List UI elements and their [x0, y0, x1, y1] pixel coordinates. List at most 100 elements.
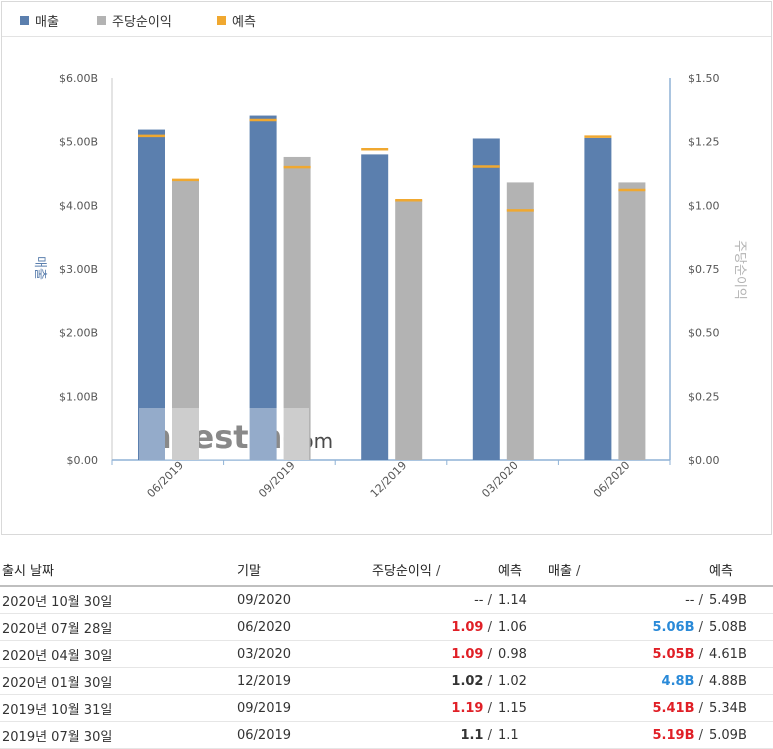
period-cell: 06/2020 [237, 613, 372, 641]
y-right-tick-label: $0.25 [688, 390, 720, 403]
eps-cell: 1.19 / [372, 694, 492, 722]
header-period-end[interactable]: 기말 [237, 553, 372, 587]
eps-sep: / [483, 592, 492, 608]
release-date-cell: 2020년 01월 30일 [0, 667, 237, 695]
x-tick-label: 12/2019 [368, 459, 410, 501]
eps-cell: 1.09 / [372, 640, 492, 668]
revenue-sep: / [694, 619, 703, 635]
release-date-cell: 2020년 07월 28일 [0, 613, 237, 641]
y-left-tick-label: $5.00B [59, 136, 98, 149]
legend-label-revenue: 매출 [35, 15, 59, 30]
header-eps[interactable]: 주당순이익 / [372, 553, 492, 587]
header-revenue-label: 매출 [548, 563, 572, 579]
eps-bar[interactable] [395, 200, 423, 461]
eps-forecast-cell: 1.14 [492, 586, 548, 614]
y-left-tick-label: $0.00 [67, 454, 99, 467]
left-axis-title: 매출 [32, 256, 47, 280]
revenue-forecast-cell: 5.34B [703, 694, 773, 722]
eps-actual: 1.1 [460, 727, 484, 743]
legend-item-forecast[interactable]: 예측 [217, 11, 256, 30]
y-right-tick-label: $1.00 [688, 199, 720, 212]
table-row: 2020년 10월 30일 09/2020 -- / 1.14 -- / 5.49B [0, 586, 773, 614]
eps-cell: 1.02 / [372, 667, 492, 695]
y-right-tick-label: $0.75 [688, 263, 720, 276]
y-left-tick-label: $1.00B [59, 390, 98, 403]
table-row: 2020년 04월 30일 03/2020 1.09 / 0.98 5.05B / 4… [0, 640, 773, 668]
revenue-cell: 4.8B / [548, 667, 703, 695]
x-tick-label: 03/2020 [479, 459, 521, 501]
eps-forecast-cell: 1.15 [492, 694, 548, 722]
revenue-forecast-cell: 4.88B [703, 667, 773, 695]
y-right-tick-label: $1.25 [688, 136, 720, 149]
chart-plot: Investing .com $0.00$1.00B$2.00B$3.00B$4… [32, 72, 747, 501]
revenue-bar[interactable] [361, 154, 389, 460]
eps-sep: / [483, 727, 492, 743]
revenue-cell: 5.41B / [548, 694, 703, 722]
revenue-forecast-cell: 4.61B [703, 640, 773, 668]
period-cell: 09/2019 [237, 694, 372, 722]
header-revenue-sep: / [571, 563, 581, 579]
y-right-tick-label: $0.00 [688, 454, 720, 467]
revenue-actual: 5.41B [652, 700, 695, 716]
y-right-tick-label: $0.50 [688, 327, 720, 340]
eps-bar[interactable] [283, 156, 311, 461]
revenue-bar[interactable] [584, 137, 612, 460]
eps-bar[interactable] [172, 179, 199, 460]
period-cell: 09/2020 [237, 586, 372, 614]
table-row: 2020년 01월 30일 12/2019 1.02 / 1.02 4.8B / 4.… [0, 667, 773, 695]
revenue-cell: -- / [548, 586, 703, 614]
period-cell: 03/2020 [237, 640, 372, 668]
legend-swatch-eps [97, 16, 106, 25]
eps-actual: -- [474, 592, 484, 608]
revenue-cell: 5.19B / [548, 721, 703, 749]
header-revenue[interactable]: 매출 / [548, 553, 703, 587]
header-release-date[interactable]: 출시 날짜 [0, 553, 237, 587]
legend-label-eps: 주당순이익 [112, 15, 172, 30]
eps-forecast-cell: 1.1 [492, 721, 548, 749]
legend-swatch-forecast [217, 16, 226, 25]
eps-sep: / [483, 619, 492, 635]
y-left-tick-label: $3.00B [59, 263, 98, 276]
header-eps-sep: / [431, 563, 441, 579]
table-row: 2019년 07월 30일 06/2019 1.1 / 1.1 5.19B / 5.0… [0, 721, 773, 749]
watermark-band [139, 408, 309, 460]
revenue-actual: 4.8B [661, 673, 695, 689]
x-tick-label: 09/2019 [256, 459, 298, 501]
release-date-cell: 2020년 04월 30일 [0, 640, 237, 668]
header-eps-forecast[interactable]: 예측 [492, 553, 548, 587]
y-right-tick-label: $1.50 [688, 72, 720, 85]
header-revenue-forecast[interactable]: 예측 [703, 553, 773, 587]
revenue-actual: 5.19B [652, 727, 695, 743]
revenue-sep: / [694, 727, 703, 743]
release-date-cell: 2019년 07월 30일 [0, 721, 237, 749]
eps-forecast-cell: 0.98 [492, 640, 548, 668]
eps-forecast-cell: 1.02 [492, 667, 548, 695]
watermark-brand: Investing [137, 418, 305, 456]
release-date-cell: 2020년 10월 30일 [0, 586, 237, 614]
table-header-row: 출시 날짜 기말 주당순이익 / 예측 매출 / 예측 [0, 553, 773, 587]
eps-sep: / [483, 673, 492, 689]
legend-item-revenue[interactable]: 매출 [20, 11, 59, 30]
revenue-actual: 5.05B [652, 646, 695, 662]
header-eps-label: 주당순이익 [372, 563, 432, 579]
eps-bar[interactable] [506, 182, 534, 460]
revenue-bar[interactable] [138, 129, 165, 460]
eps-sep: / [483, 700, 492, 716]
revenue-bar[interactable] [249, 115, 277, 461]
revenue-actual: -- [685, 592, 695, 608]
y-left-tick-label: $2.00B [59, 327, 98, 340]
legend-item-eps[interactable]: 주당순이익 [97, 11, 172, 30]
eps-actual: 1.09 [451, 619, 484, 635]
eps-cell: -- / [372, 586, 492, 614]
x-tick-label: 06/2020 [591, 459, 633, 501]
revenue-sep: / [694, 592, 703, 608]
revenue-cell: 5.06B / [548, 613, 703, 641]
revenue-bar[interactable] [472, 138, 500, 460]
eps-cell: 1.09 / [372, 613, 492, 641]
revenue-forecast-cell: 5.08B [703, 613, 773, 641]
eps-bar[interactable] [618, 182, 646, 460]
period-cell: 06/2019 [237, 721, 372, 749]
revenue-forecast-cell: 5.49B [703, 586, 773, 614]
revenue-sep: / [694, 646, 703, 662]
table-row: 2020년 07월 28일 06/2020 1.09 / 1.06 5.06B / 5… [0, 613, 773, 641]
